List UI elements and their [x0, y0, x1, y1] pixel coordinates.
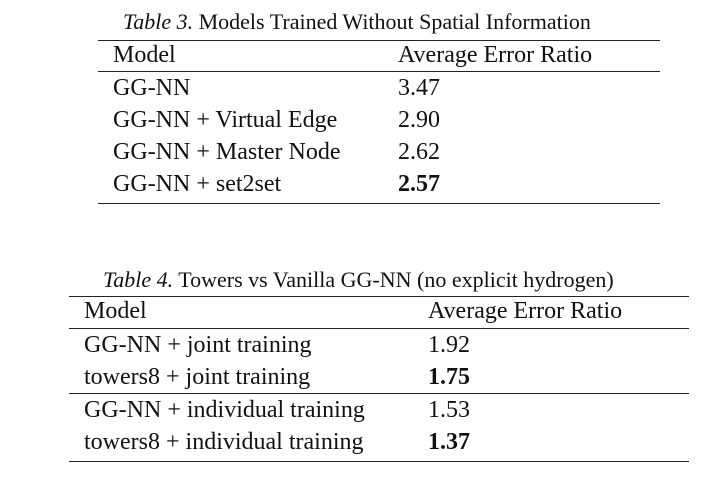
table-3-row-1-model: GG-NN: [113, 75, 191, 101]
table-3-header-model: Model: [113, 42, 176, 68]
table-3-header-rule: [98, 71, 660, 72]
table-4-row-3-value: 1.53: [428, 397, 470, 423]
table-3-row-4-value: 2.57: [398, 171, 440, 197]
table-3-row-1-value: 3.47: [398, 75, 440, 101]
table-3-caption-text: Models Trained Without Spatial Informati…: [198, 9, 591, 34]
table-3-row-4-model: GG-NN + set2set: [113, 171, 282, 197]
table-4-header-model: Model: [84, 298, 147, 324]
table-3-caption-label: Table 3.: [123, 9, 194, 34]
table-3-header-metric: Average Error Ratio: [398, 42, 593, 68]
table-4-caption-label: Table 4.: [103, 267, 174, 292]
table-4-header-rule: [69, 328, 689, 329]
table-4-caption: Table 4. Towers vs Vanilla GG-NN (no exp…: [103, 267, 614, 293]
table-4-row-4-model: towers8 + individual training: [84, 429, 364, 455]
table-3-row-2-value: 2.90: [398, 107, 440, 133]
table-4-top-rule: [69, 296, 689, 297]
table-3-row-3-model: GG-NN + Master Node: [113, 139, 341, 165]
table-4-row-2-model: towers8 + joint training: [84, 364, 311, 390]
table-3-row-3-value: 2.62: [398, 139, 440, 165]
table-4-bottom-rule: [69, 461, 689, 462]
table-4-header-metric: Average Error Ratio: [428, 298, 623, 324]
table-4-row-4-value: 1.37: [428, 429, 470, 455]
table-4-row-2-value: 1.75: [428, 364, 470, 390]
table-3-caption: Table 3. Models Trained Without Spatial …: [123, 9, 591, 35]
table-4-row-3-model: GG-NN + individual training: [84, 397, 365, 423]
table-4-group-separator-rule: [69, 393, 689, 394]
table-4-row-1-model: GG-NN + joint training: [84, 332, 312, 358]
table-3-top-rule: [98, 40, 660, 41]
table-3-bottom-rule: [98, 203, 660, 204]
table-4-caption-text: Towers vs Vanilla GG-NN (no explicit hyd…: [178, 267, 614, 292]
table-4-row-1-value: 1.92: [428, 332, 470, 358]
table-3-row-2-model: GG-NN + Virtual Edge: [113, 107, 338, 133]
